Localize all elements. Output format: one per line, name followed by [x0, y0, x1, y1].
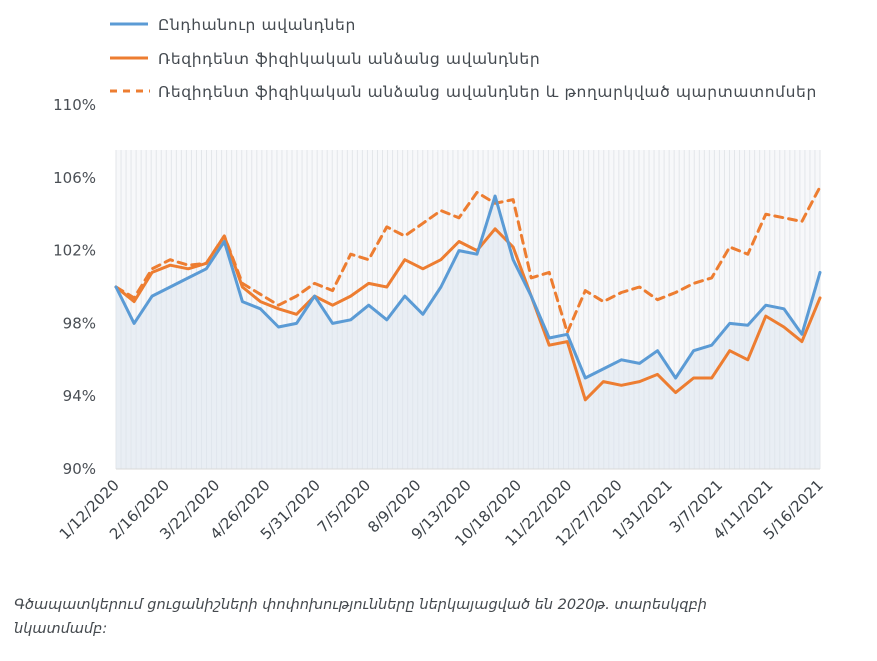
legend: Ընդհանուր ավանդներ Ռեզիդենտ ֆիզիկական ան… [110, 16, 817, 101]
series-line-resident-deposits [114, 227, 822, 402]
y-tick-label: 90% [63, 460, 96, 478]
y-tick-label: 102% [53, 242, 96, 260]
legend-label-resident-deposits-bonds: Ռեզիդենտ ֆիզիկական անձանց ավանդներ և թող… [158, 83, 817, 101]
y-tick-label: 106% [53, 169, 96, 187]
line-chart: Ընդհանուր ավանդներ Ռեզիդենտ ֆիզիկական ան… [53, 16, 827, 550]
series-line-total-deposits [114, 194, 822, 380]
legend-label-total-deposits: Ընդհանուր ավանդներ [158, 16, 356, 34]
chart-footnote: Գծապատկերում ցուցանիշների փոփոխություննե… [14, 597, 707, 637]
area-total-deposits [116, 196, 820, 469]
legend-label-resident-deposits: Ռեզիդենտ ֆիզիկական անձանց ավանդներ [158, 50, 540, 68]
y-tick-label: 98% [63, 314, 96, 332]
plot-area: 90%94%98%102%106%110%1/12/20202/16/20203… [53, 96, 827, 550]
x-tick-label: 7/5/2020 [314, 476, 374, 536]
y-tick-label: 110% [53, 96, 96, 114]
y-tick-label: 94% [63, 387, 96, 405]
